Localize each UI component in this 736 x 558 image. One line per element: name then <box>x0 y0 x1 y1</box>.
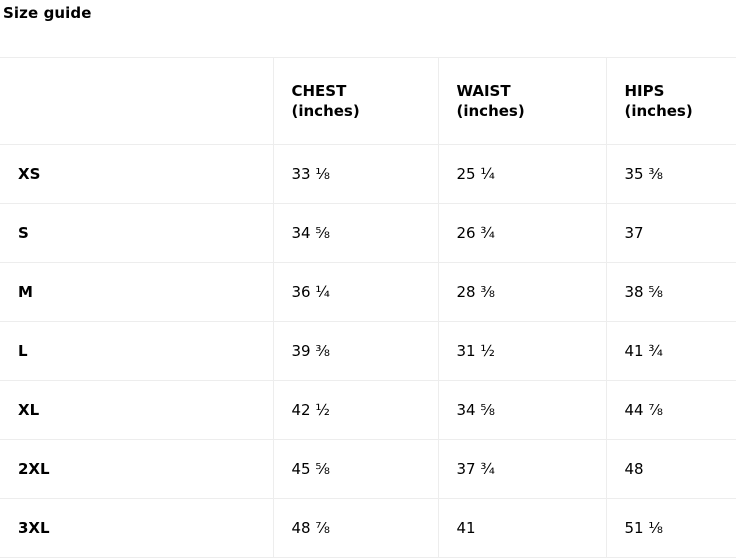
cell-chest-xs: 33 ⅛ <box>273 144 439 204</box>
row-label-s: S <box>0 203 274 263</box>
header-waist-line-1: WAIST <box>456 81 511 100</box>
cell-hips-xl: 44 ⅞ <box>606 380 736 440</box>
cell-waist-s: 26 ¾ <box>438 203 607 263</box>
table-row: L 39 ⅜ 31 ½ 41 ¾ <box>0 321 736 381</box>
cell-waist-xs: 25 ¼ <box>438 144 607 204</box>
header-chest-line-2: (inches) <box>291 102 360 120</box>
row-label-xs: XS <box>0 144 274 204</box>
cell-hips-s: 37 <box>606 203 736 263</box>
header-hips-line-2: (inches) <box>624 102 693 120</box>
table-header: CHEST (inches) WAIST (inches) HIPS (inch… <box>0 57 736 145</box>
table-row: M 36 ¼ 28 ⅜ 38 ⅝ <box>0 262 736 322</box>
size-guide-table: CHEST (inches) WAIST (inches) HIPS (inch… <box>0 57 736 558</box>
cell-chest-xl: 42 ½ <box>273 380 439 440</box>
header-hips-line-1: HIPS <box>624 81 665 100</box>
table-row: 3XL 48 ⅞ 41 51 ⅛ <box>0 498 736 558</box>
table-row: 2XL 45 ⅝ 37 ¾ 48 <box>0 439 736 499</box>
header-cell-size <box>0 57 274 145</box>
header-row: CHEST (inches) WAIST (inches) HIPS (inch… <box>0 57 736 145</box>
table-body: XS 33 ⅛ 25 ¼ 35 ⅜ S 34 ⅝ 26 ¾ 37 M 36 ¼ … <box>0 144 736 558</box>
cell-waist-xl: 34 ⅝ <box>438 380 607 440</box>
cell-chest-s: 34 ⅝ <box>273 203 439 263</box>
cell-chest-3xl: 48 ⅞ <box>273 498 439 558</box>
row-label-3xl: 3XL <box>0 498 274 558</box>
cell-hips-l: 41 ¾ <box>606 321 736 381</box>
header-chest-line-1: CHEST <box>291 81 347 100</box>
header-cell-chest: CHEST (inches) <box>273 57 439 145</box>
cell-chest-l: 39 ⅜ <box>273 321 439 381</box>
row-label-xl: XL <box>0 380 274 440</box>
table-row: S 34 ⅝ 26 ¾ 37 <box>0 203 736 263</box>
page-title: Size guide <box>3 4 92 22</box>
cell-hips-2xl: 48 <box>606 439 736 499</box>
cell-chest-2xl: 45 ⅝ <box>273 439 439 499</box>
cell-hips-m: 38 ⅝ <box>606 262 736 322</box>
cell-waist-3xl: 41 <box>438 498 607 558</box>
table-row: XS 33 ⅛ 25 ¼ 35 ⅜ <box>0 144 736 204</box>
row-label-2xl: 2XL <box>0 439 274 499</box>
cell-chest-m: 36 ¼ <box>273 262 439 322</box>
row-label-m: M <box>0 262 274 322</box>
cell-waist-m: 28 ⅜ <box>438 262 607 322</box>
cell-hips-3xl: 51 ⅛ <box>606 498 736 558</box>
header-cell-waist: WAIST (inches) <box>438 57 607 145</box>
cell-hips-xs: 35 ⅜ <box>606 144 736 204</box>
header-waist-line-2: (inches) <box>456 102 525 120</box>
table-row: XL 42 ½ 34 ⅝ 44 ⅞ <box>0 380 736 440</box>
row-label-l: L <box>0 321 274 381</box>
cell-waist-2xl: 37 ¾ <box>438 439 607 499</box>
header-cell-hips: HIPS (inches) <box>606 57 736 145</box>
cell-waist-l: 31 ½ <box>438 321 607 381</box>
